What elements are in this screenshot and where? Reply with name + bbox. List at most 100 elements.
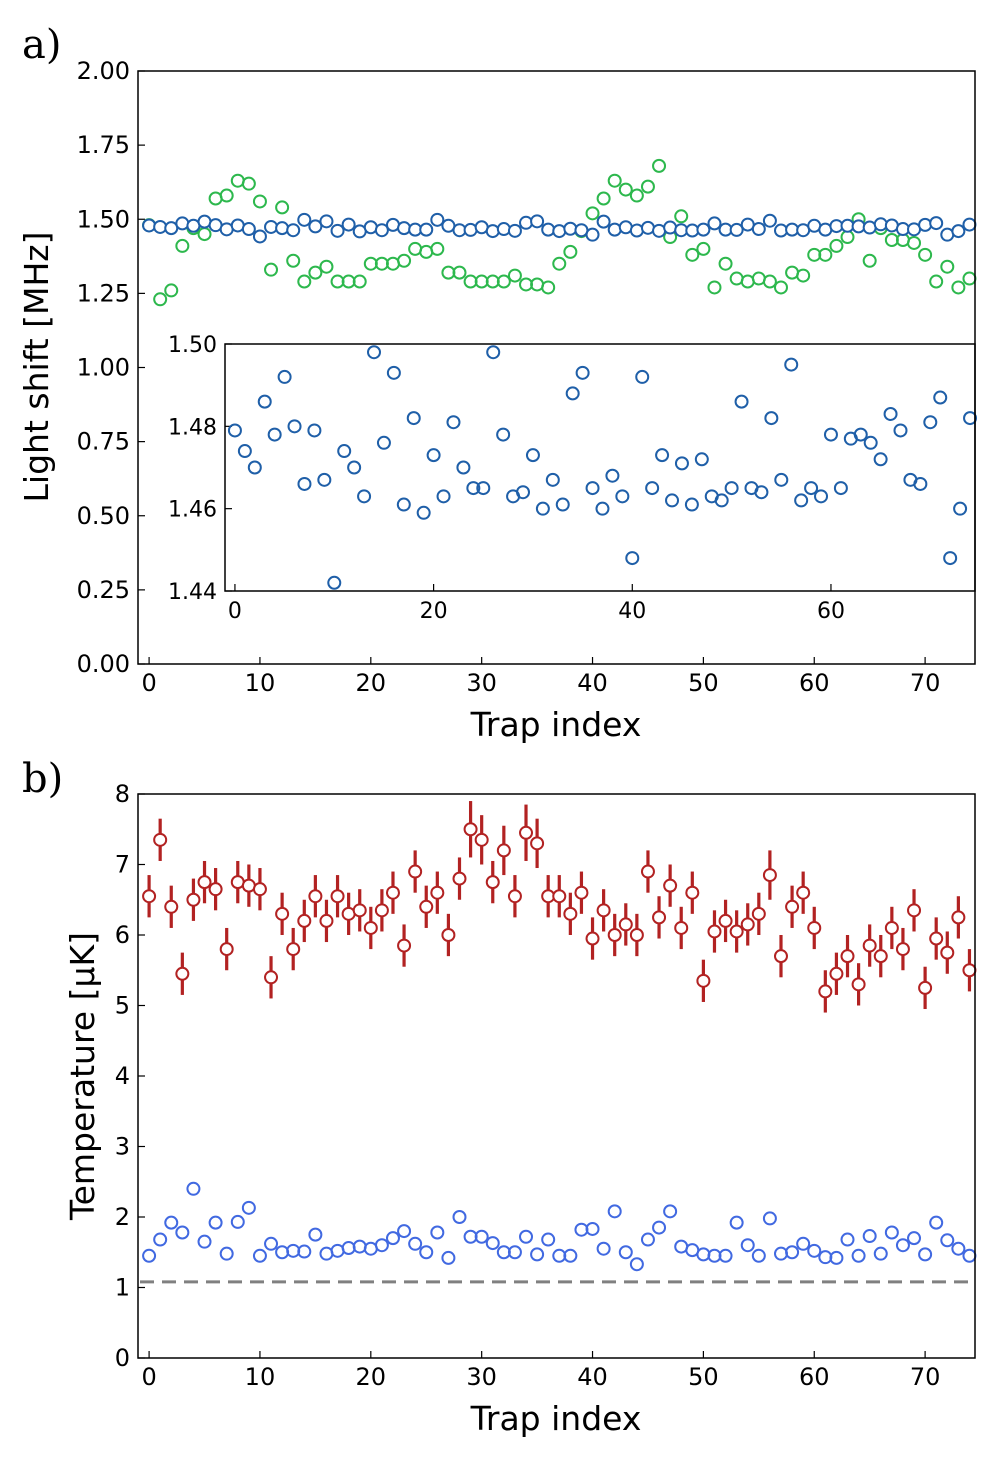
- temperature-blue-point: [785, 1245, 800, 1260]
- inset-blue-point: [625, 551, 640, 566]
- inset-blue-point: [496, 427, 511, 442]
- temperature-red-point: [618, 917, 633, 932]
- inset-blue-point: [893, 423, 908, 438]
- panel-a-y-tick-label: 0.50: [77, 502, 130, 530]
- temperature-blue-point: [385, 1231, 400, 1246]
- light-shift-blue-point: [341, 217, 356, 232]
- temperature-blue-point: [907, 1231, 922, 1246]
- light-shift-blue-point: [552, 224, 567, 239]
- temperature-blue-point: [563, 1248, 578, 1263]
- temperature-red-point: [275, 906, 290, 921]
- light-shift-green-point: [286, 253, 301, 268]
- temperature-blue-point: [530, 1247, 545, 1262]
- inset-blue-point: [665, 493, 680, 508]
- temperature-blue-point: [884, 1225, 899, 1240]
- temperature-blue-point: [807, 1243, 822, 1258]
- inset-blue-point: [863, 435, 878, 450]
- temperature-blue-point: [441, 1250, 456, 1265]
- inset-blue-point: [655, 448, 670, 463]
- temperature-red-point: [530, 836, 545, 851]
- inset-blue-point: [635, 369, 650, 384]
- light-shift-blue-point: [541, 222, 556, 237]
- light-shift-green-point: [552, 256, 567, 271]
- light-shift-green-point: [352, 274, 367, 289]
- temperature-red-point: [740, 917, 755, 932]
- inset-blue-point: [516, 485, 531, 500]
- panel-a-x-tick-label: 30: [466, 669, 497, 697]
- inset-blue-point: [694, 452, 709, 467]
- temperature-red-point: [319, 913, 334, 928]
- light-shift-green-point: [175, 238, 190, 253]
- temperature-red-point: [374, 903, 389, 918]
- temperature-blue-point: [718, 1248, 733, 1263]
- light-shift-blue-point: [751, 222, 766, 237]
- panel-b-x-tick-label: 50: [688, 1363, 719, 1391]
- light-shift-green-point: [507, 268, 522, 283]
- temperature-red-point: [385, 885, 400, 900]
- inset-blue-point: [486, 345, 501, 360]
- temperature-blue-point: [142, 1248, 157, 1263]
- panel-b-y-tick-label: 1: [115, 1274, 130, 1302]
- inset-blue-point: [953, 501, 968, 516]
- light-shift-green-point: [773, 280, 788, 295]
- inset-blue-point: [933, 390, 948, 405]
- inset-x-tick-label: 0: [228, 599, 242, 624]
- temperature-blue-point: [474, 1229, 489, 1244]
- temperature-red-point: [873, 949, 888, 964]
- panel-a-x-tick-label: 20: [356, 669, 387, 697]
- temperature-red-point: [940, 945, 955, 960]
- inset-x-tick-label: 40: [618, 599, 646, 624]
- temperature-blue-point: [197, 1234, 212, 1249]
- inset-blue-point: [545, 472, 560, 487]
- light-shift-green-point: [707, 280, 722, 295]
- temperature-blue-point: [252, 1248, 267, 1263]
- temperature-red-point: [862, 938, 877, 953]
- temperature-blue-point: [618, 1245, 633, 1260]
- temperature-red-point: [297, 913, 312, 928]
- temperature-red-point: [807, 920, 822, 935]
- temperature-blue-point: [740, 1238, 755, 1253]
- temperature-blue-point: [696, 1247, 711, 1262]
- panel-b-y-tick-label: 8: [115, 780, 130, 808]
- temperature-red-point: [574, 885, 589, 900]
- light-shift-blue-point: [507, 223, 522, 238]
- panel-b-y-tick-label: 2: [115, 1203, 130, 1231]
- panel-b-frame: [137, 793, 976, 1359]
- temperature-blue-point: [840, 1232, 855, 1247]
- inset-blue-point: [814, 489, 829, 504]
- panel-a-x-tick-label: 10: [245, 669, 276, 697]
- inset-blue-point: [247, 460, 262, 475]
- light-shift-green-point: [275, 200, 290, 215]
- temperature-blue-point: [319, 1246, 334, 1261]
- inset-blue-point: [774, 472, 789, 487]
- light-shift-blue-point: [419, 222, 434, 237]
- inset-blue-point: [823, 427, 838, 442]
- panel-b-x-tick-label: 0: [141, 1363, 156, 1391]
- inset-blue-point: [227, 423, 242, 438]
- temperature-red-point: [629, 928, 644, 942]
- inset-blue-point: [883, 406, 898, 421]
- temperature-red-point: [430, 885, 445, 900]
- temperature-blue-point: [895, 1238, 910, 1253]
- panel-b: b) 0 10 20 30 40 50 60 70 0 1 2 3 4 5 6 7 8 Trap index T…: [22, 756, 977, 1438]
- panel-b-ticks: 0 10 20 30 40 50 60 70 0 1 2 3 4 5 6 7 8: [115, 780, 941, 1391]
- temperature-blue-point: [308, 1227, 323, 1242]
- panel-a-x-tick-label: 60: [799, 669, 830, 697]
- light-shift-green-point: [862, 253, 877, 268]
- light-shift-blue-point: [629, 223, 644, 238]
- light-shift-blue-point: [663, 220, 678, 235]
- light-shift-blue-point: [485, 224, 500, 239]
- light-shift-green-point: [907, 235, 922, 250]
- temperature-red-point: [308, 889, 323, 904]
- light-shift-green-point: [252, 194, 267, 209]
- inset-blue-point: [446, 415, 461, 430]
- inset-blue-point: [237, 444, 252, 459]
- light-shift-green-point: [241, 176, 256, 191]
- light-shift-green-point: [197, 227, 212, 242]
- light-shift-blue-point: [729, 222, 744, 237]
- light-shift-blue-point: [175, 216, 190, 231]
- panel-b-y-axis-title: Temperature [μK]: [63, 932, 102, 1221]
- panel-a-y-tick-label: 2.00: [77, 57, 130, 85]
- light-shift-green-point: [219, 188, 234, 203]
- temperature-blue-point: [153, 1232, 168, 1247]
